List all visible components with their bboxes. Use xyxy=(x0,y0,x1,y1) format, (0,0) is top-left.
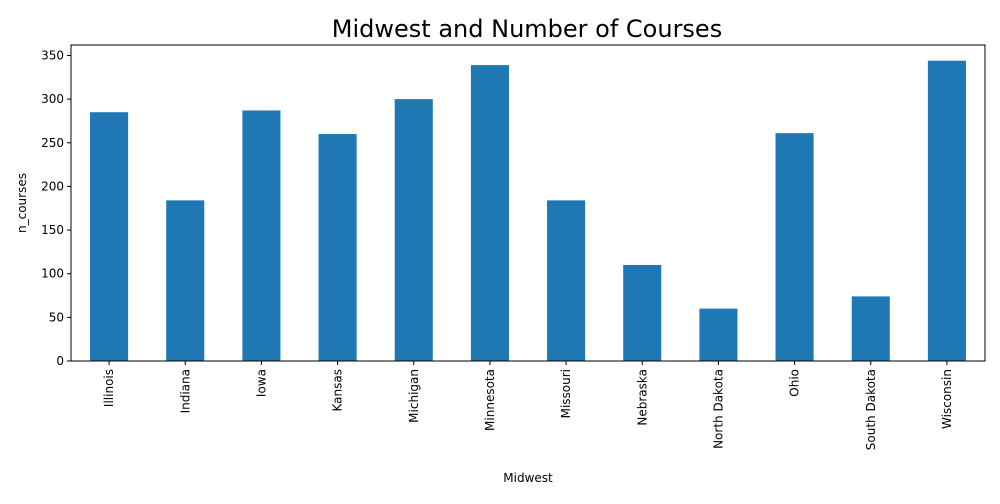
bar xyxy=(775,133,814,361)
bar xyxy=(318,134,357,361)
x-tick-label: Nebraska xyxy=(635,369,649,426)
chart-title: Midwest and Number of Courses xyxy=(332,15,722,43)
y-axis: 0 50 100 150 200 250 300 350 xyxy=(41,48,71,368)
x-tick-label: Michigan xyxy=(407,369,421,423)
bar xyxy=(927,60,966,362)
bar xyxy=(699,308,738,361)
bar xyxy=(394,99,433,362)
bar xyxy=(242,110,281,361)
bar xyxy=(166,200,205,361)
x-tick-label: Ohio xyxy=(788,369,802,397)
y-tick-label: 50 xyxy=(49,310,64,324)
x-tick-label: Wisconsin xyxy=(940,369,954,429)
y-tick-label: 350 xyxy=(41,48,64,62)
x-axis-label: Midwest xyxy=(503,471,553,485)
y-tick-label: 200 xyxy=(41,179,64,193)
bars-group xyxy=(90,60,966,362)
x-tick-label: Iowa xyxy=(254,369,268,397)
x-tick-label: Illinois xyxy=(102,369,116,407)
x-tick-label: Missouri xyxy=(559,369,573,418)
x-tick-label: Indiana xyxy=(178,369,192,413)
y-tick-label: 300 xyxy=(41,92,64,106)
x-axis: Illinois Indiana Iowa Kansas Michigan Minneso… xyxy=(102,361,954,450)
bar xyxy=(623,264,662,361)
bar xyxy=(90,112,129,361)
x-tick-label: South Dakota xyxy=(864,369,878,450)
y-tick-label: 0 xyxy=(56,354,64,368)
y-tick-label: 250 xyxy=(41,136,64,150)
bar xyxy=(851,296,890,361)
bar xyxy=(470,65,509,361)
x-tick-label: Kansas xyxy=(331,369,345,411)
x-tick-label: Minnesota xyxy=(483,369,497,431)
y-tick-label: 100 xyxy=(41,267,64,281)
x-tick-label: North Dakota xyxy=(711,369,725,449)
plot-frame xyxy=(70,44,986,362)
bar xyxy=(547,200,586,361)
y-tick-label: 150 xyxy=(41,223,64,237)
y-axis-label: n_courses xyxy=(15,173,29,233)
